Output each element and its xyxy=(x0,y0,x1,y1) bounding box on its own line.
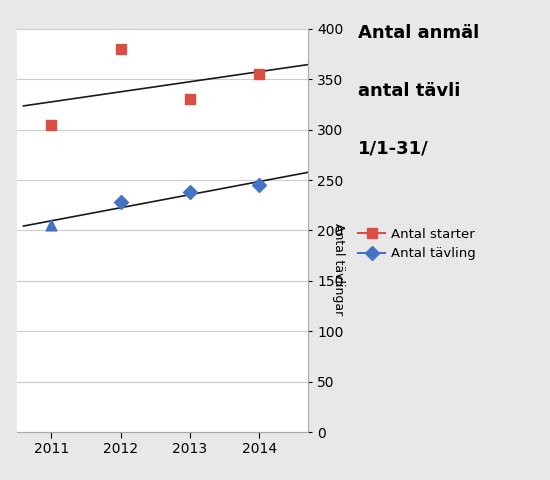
Text: Antal tävlingar: Antal tävlingar xyxy=(332,223,345,315)
Point xyxy=(185,188,194,196)
Point xyxy=(116,198,125,206)
Point xyxy=(47,222,56,229)
Point xyxy=(255,181,264,189)
Legend: Antal starter, Antal tävling: Antal starter, Antal tävling xyxy=(353,223,481,266)
Text: 1/1-31/: 1/1-31/ xyxy=(358,139,428,157)
Text: antal tävli: antal tävli xyxy=(358,82,460,100)
Text: Antal anmäl: Antal anmäl xyxy=(358,24,478,42)
Point xyxy=(255,71,264,78)
Point xyxy=(47,121,56,129)
Point xyxy=(116,45,125,53)
Point xyxy=(185,96,194,103)
